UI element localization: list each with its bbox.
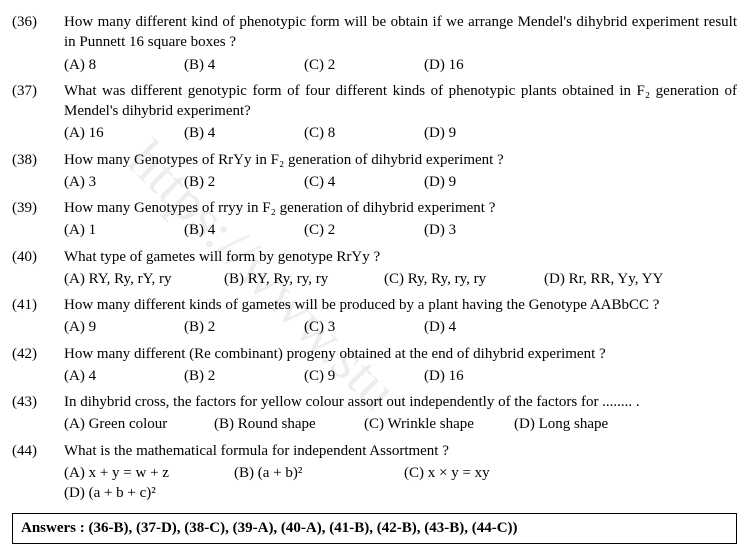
option[interactable]: (B) 2 [184,172,304,192]
option[interactable]: (D) 3 [424,220,544,240]
question-body: In dihybrid cross, the factors for yello… [64,392,737,437]
question-body: How many Genotypes of RrYy in F₂ generat… [64,150,737,195]
option[interactable]: (B) 2 [184,317,304,337]
options-row: (A) Green colour(B) Round shape(C) Wrink… [64,414,737,434]
option[interactable]: (D) 4 [424,317,544,337]
option[interactable]: (C) 2 [304,55,424,75]
question-number: (36) [12,12,64,32]
options-row: (A) 4(B) 2(C) 9(D) 16 [64,366,737,386]
option[interactable]: (C) 8 [304,123,424,143]
option[interactable]: (B) 2 [184,366,304,386]
option[interactable]: (D) Rr, RR, Yy, YY [544,269,704,289]
options-row: (A) 16(B) 4(C) 8(D) 9 [64,123,737,143]
options-row: (A) 1(B) 4(C) 2(D) 3 [64,220,737,240]
option[interactable]: (A) x + y = w + z [64,463,234,483]
options-row: (A) 9(B) 2(C) 3(D) 4 [64,317,737,337]
option[interactable]: (C) 3 [304,317,424,337]
option[interactable]: (D) (a + b + c)² [64,483,234,503]
option[interactable]: (D) 16 [424,55,544,75]
question-text: How many different kind of phenotypic fo… [64,12,737,53]
question-text: How many different (Re combinant) progen… [64,344,737,364]
options-row: (A) x + y = w + z(B) (a + b)²(C) x × y =… [64,463,737,504]
option[interactable]: (B) 4 [184,55,304,75]
question-row: (43)In dihybrid cross, the factors for y… [12,392,737,437]
question-text: How many different kinds of gametes will… [64,295,737,315]
option[interactable]: (B) (a + b)² [234,463,404,483]
question-text: What is the mathematical formula for ind… [64,441,737,461]
option[interactable]: (A) 8 [64,55,184,75]
question-body: What type of gametes will form by genoty… [64,247,737,292]
question-body: How many different kind of phenotypic fo… [64,12,737,77]
option[interactable]: (C) 2 [304,220,424,240]
question-row: (41)How many different kinds of gametes … [12,295,737,340]
question-row: (38)How many Genotypes of RrYy in F₂ gen… [12,150,737,195]
question-body: How many Genotypes of rryy in F₂ generat… [64,198,737,243]
option[interactable]: (C) 4 [304,172,424,192]
question-row: (39)How many Genotypes of rryy in F₂ gen… [12,198,737,243]
question-body: What is the mathematical formula for ind… [64,441,737,506]
option[interactable]: (A) 4 [64,366,184,386]
question-row: (37)What was different genotypic form of… [12,81,737,146]
option[interactable]: (D) 16 [424,366,544,386]
option[interactable]: (A) 3 [64,172,184,192]
option[interactable]: (B) 4 [184,123,304,143]
option[interactable]: (A) 1 [64,220,184,240]
option[interactable]: (B) RY, Ry, ry, ry [224,269,384,289]
question-text: How many Genotypes of RrYy in F₂ generat… [64,150,737,170]
option[interactable]: (A) 16 [64,123,184,143]
option[interactable]: (C) 9 [304,366,424,386]
option[interactable]: (C) Wrinkle shape [364,414,514,434]
question-body: What was different genotypic form of fou… [64,81,737,146]
question-number: (41) [12,295,64,315]
question-number: (37) [12,81,64,101]
questions-container: (36)How many different kind of phenotypi… [12,12,737,544]
option[interactable]: (A) Green colour [64,414,214,434]
option[interactable]: (B) 4 [184,220,304,240]
question-text: What type of gametes will form by genoty… [64,247,737,267]
option[interactable]: (D) Long shape [514,414,664,434]
option[interactable]: (A) RY, Ry, rY, ry [64,269,224,289]
question-row: (40)What type of gametes will form by ge… [12,247,737,292]
answers-box: Answers : (36-B), (37-D), (38-C), (39-A)… [12,513,737,543]
question-number: (44) [12,441,64,461]
question-number: (38) [12,150,64,170]
question-body: How many different (Re combinant) progen… [64,344,737,389]
option[interactable]: (C) Ry, Ry, ry, ry [384,269,544,289]
question-number: (42) [12,344,64,364]
options-row: (A) 3(B) 2(C) 4(D) 9 [64,172,737,192]
option[interactable]: (C) x × y = xy [404,463,574,483]
option[interactable]: (B) Round shape [214,414,364,434]
question-number: (39) [12,198,64,218]
question-number: (43) [12,392,64,412]
question-number: (40) [12,247,64,267]
options-row: (A) RY, Ry, rY, ry(B) RY, Ry, ry, ry(C) … [64,269,737,289]
question-text: How many Genotypes of rryy in F₂ generat… [64,198,737,218]
question-row: (42)How many different (Re combinant) pr… [12,344,737,389]
question-text: What was different genotypic form of fou… [64,81,737,122]
option[interactable]: (A) 9 [64,317,184,337]
question-text: In dihybrid cross, the factors for yello… [64,392,737,412]
option[interactable]: (D) 9 [424,172,544,192]
question-row: (36)How many different kind of phenotypi… [12,12,737,77]
question-body: How many different kinds of gametes will… [64,295,737,340]
question-row: (44)What is the mathematical formula for… [12,441,737,506]
options-row: (A) 8(B) 4(C) 2(D) 16 [64,55,737,75]
option[interactable]: (D) 9 [424,123,544,143]
